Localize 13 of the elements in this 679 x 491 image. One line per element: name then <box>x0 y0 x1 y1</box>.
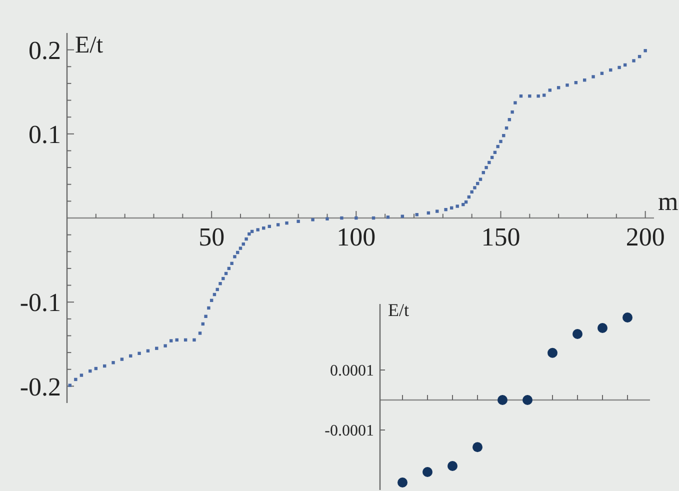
y-axis-title: E/t <box>75 32 104 58</box>
y-axis-title: E/t <box>388 300 409 320</box>
y-tick-label: -0.0001 <box>324 422 374 440</box>
x-tick-label: 50 <box>198 222 225 252</box>
x-tick-label: 150 <box>481 222 520 252</box>
y-tick-label: 0.1 <box>28 120 61 150</box>
y-tick-label: -0.2 <box>20 372 61 402</box>
y-tick-label: -0.1 <box>20 288 61 318</box>
x-tick-label: 100 <box>336 222 376 252</box>
y-tick-label: 0.2 <box>28 36 61 65</box>
y-tick-label: 0.0001 <box>330 362 374 380</box>
x-axis-title: m <box>658 187 678 216</box>
x-tick-label: 200 <box>626 222 665 252</box>
